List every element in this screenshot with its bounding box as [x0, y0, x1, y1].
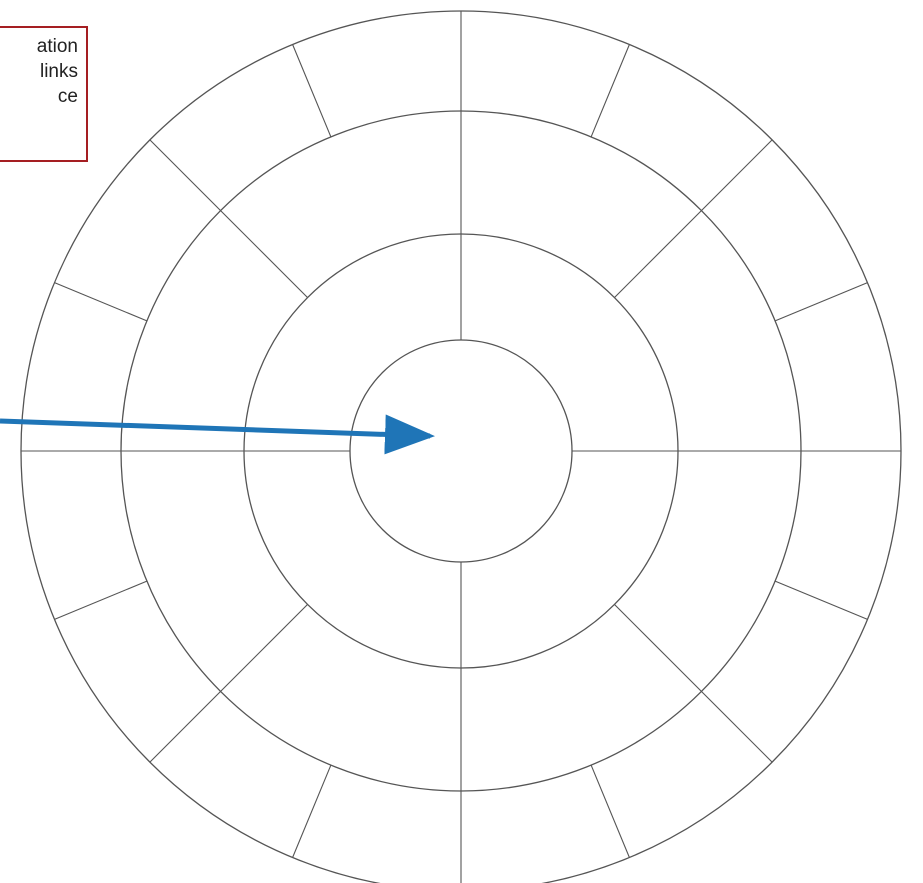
spoke-middle-8: [614, 604, 702, 692]
ring-1: [349, 339, 573, 563]
spoke-outer-3: [701, 139, 773, 211]
spoke-middle-4: [220, 210, 308, 298]
callout-box: ation links ce: [0, 26, 88, 162]
spoke-middle-2: [614, 210, 702, 298]
spoke-outer-12: [292, 764, 332, 858]
spoke-outer-6: [292, 44, 332, 138]
pointer-arrow: [0, 414, 435, 455]
callout-line-1: ation: [36, 36, 78, 57]
spoke-outer-14: [590, 764, 630, 858]
spoke-outer-10: [54, 580, 148, 620]
callout-line-3: ce: [57, 86, 78, 107]
spoke-outer-11: [149, 691, 221, 763]
spoke-outer-7: [149, 139, 221, 211]
spoke-outer-4: [590, 44, 630, 138]
spoke-middle-6: [220, 604, 308, 692]
spoke-outer-15: [701, 691, 773, 763]
wheel-spokes: [21, 11, 901, 883]
callout-line-2: links: [39, 61, 78, 82]
spoke-outer-2: [774, 282, 868, 322]
spoke-outer-8: [54, 282, 148, 322]
spoke-outer-16: [774, 580, 868, 620]
